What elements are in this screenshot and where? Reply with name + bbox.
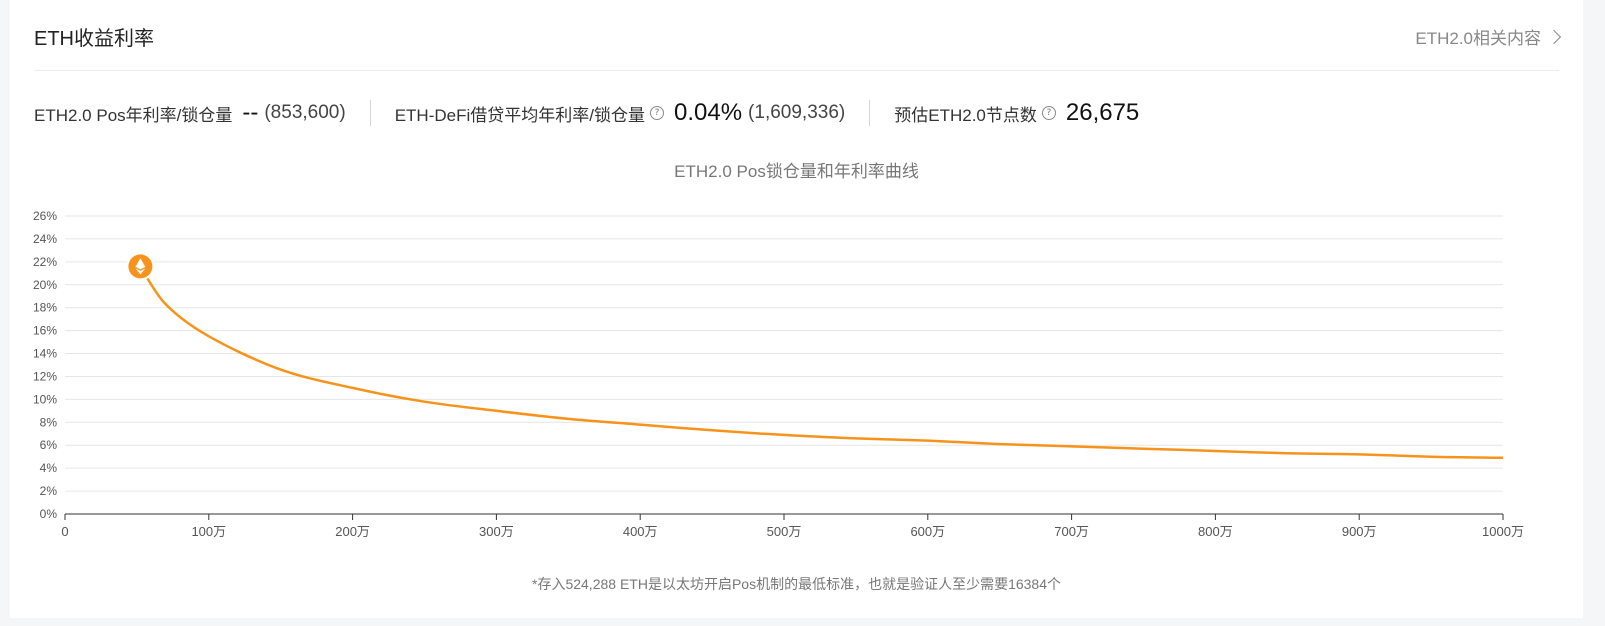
eth2-related-link-label: ETH2.0相关内容 (1415, 29, 1541, 48)
yield-card: ETH收益利率 ETH2.0相关内容 ETH2.0 Pos年利率/锁仓量 -- … (10, 0, 1583, 618)
y-tick-label: 0% (40, 507, 58, 521)
stat-value: -- (242, 99, 259, 126)
y-tick-label: 20% (33, 278, 57, 292)
stat-label: ETH-DeFi借贷平均年利率/锁仓量 (394, 105, 645, 125)
stat-value: 26,675 (1065, 99, 1140, 126)
y-tick-label: 26% (33, 209, 57, 223)
help-icon[interactable]: ? (1041, 106, 1056, 120)
y-tick-label: 24% (33, 232, 57, 246)
chart-title: ETH2.0 Pos锁仓量和年利率曲线 (674, 162, 919, 181)
x-tick-label: 700万 (1054, 524, 1089, 539)
stat-divider (869, 100, 871, 126)
stats-row: ETH2.0 Pos年利率/锁仓量 -- (853,600) ETH-DeFi借… (34, 96, 1139, 130)
series-line (139, 265, 1504, 460)
stat-locked-amount: (853,600) (264, 102, 346, 123)
eth2-related-link[interactable]: ETH2.0相关内容 (1415, 24, 1562, 49)
x-tick-label: 300万 (479, 524, 514, 539)
y-tick-label: 18% (33, 301, 57, 315)
grid-layer (65, 215, 1503, 515)
x-tick-label: 100万 (191, 524, 226, 539)
rate-curve-chart: 0% 2% 4% 6% 8% 10% 12% 14% 16% 18% 20% 22% 24% 26% 0 1… (33, 209, 1524, 539)
x-axis-ticks: 0 100万 200万 300万 400万 500万 600万 700万 800万 900万 100… (61, 514, 1524, 539)
card-header: ETH收益利率 ETH2.0相关内容 (34, 0, 1562, 71)
footnote: *存入524,288 ETH是以太坊开启Pos机制的最低标准，也就是验证人至少需… (532, 576, 1061, 592)
x-tick-label: 1000万 (1482, 524, 1524, 539)
y-tick-label: 8% (40, 415, 58, 429)
stat-node-count: 预估ETH2.0节点数 ? 26,675 (894, 99, 1139, 127)
x-tick-label: 900万 (1342, 524, 1377, 539)
stat-defi-rate: ETH-DeFi借贷平均年利率/锁仓量 ? 0.04% (1,609,336) (395, 99, 846, 127)
help-icon[interactable]: ? (649, 106, 664, 120)
y-axis-ticks: 0% 2% 4% 6% 8% 10% 12% 14% 16% 18% 20% 22% 24% 26% (33, 209, 57, 521)
y-tick-label: 16% (33, 324, 57, 338)
x-tick-label: 200万 (335, 524, 370, 539)
y-tick-label: 4% (40, 461, 58, 475)
page-title: ETH收益利率 (34, 28, 154, 50)
y-tick-label: 2% (40, 484, 58, 498)
eth-start-marker[interactable] (126, 252, 155, 281)
x-tick-label: 500万 (767, 524, 802, 539)
x-tick-label: 600万 (910, 524, 945, 539)
y-tick-label: 22% (33, 255, 57, 269)
eth-diamond-icon (135, 258, 146, 270)
x-tick-label: 400万 (623, 524, 658, 539)
stat-label: 预估ETH2.0节点数 (894, 105, 1037, 125)
x-tick-label: 0 (61, 524, 68, 539)
y-tick-label: 14% (33, 347, 57, 361)
y-tick-label: 6% (40, 438, 58, 452)
stat-locked-amount: (1,609,336) (748, 102, 846, 123)
eth-diamond-lower-icon (135, 268, 146, 275)
y-tick-label: 10% (33, 392, 57, 406)
stat-label: ETH2.0 Pos年利率/锁仓量 (34, 105, 233, 125)
x-tick-label: 800万 (1198, 524, 1233, 539)
stat-pos-rate: ETH2.0 Pos年利率/锁仓量 -- (853,600) (34, 99, 346, 127)
y-tick-label: 12% (33, 369, 57, 383)
stat-value: 0.04% (673, 99, 743, 126)
stat-divider (369, 100, 371, 126)
